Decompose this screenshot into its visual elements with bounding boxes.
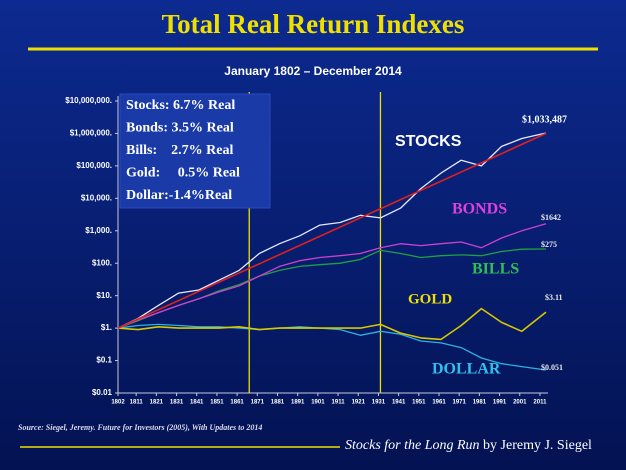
x-tick-label: 1861	[230, 400, 244, 406]
series-label: GOLD	[408, 291, 452, 307]
y-tick-label: $0.01	[92, 388, 113, 397]
x-tick-label: 1881	[271, 400, 285, 406]
x-tick-label: 1971	[453, 400, 467, 406]
annotation-box	[119, 93, 271, 209]
x-tick-label: 1901	[311, 400, 325, 406]
x-tick-label: 1931	[372, 400, 386, 406]
y-tick-label: $10,000,000.	[65, 96, 112, 105]
series-label: STOCKS	[395, 133, 462, 150]
footer-title: Stocks for the Long Run	[345, 438, 480, 453]
series-label: DOLLAR	[432, 361, 501, 378]
annotation-line: Gold: 0.5% Real	[126, 166, 240, 181]
x-tick-label: 1871	[251, 400, 265, 406]
x-tick-label: 1831	[170, 400, 184, 406]
annotation-line: Bonds: 3.5% Real	[126, 121, 234, 136]
x-tick-label: 1891	[291, 400, 305, 406]
annotation-line: Dollar:-1.4%Real	[126, 188, 232, 203]
y-tick-label: $10,000.	[81, 193, 112, 202]
annotation-line: Bills: 2.7% Real	[126, 143, 233, 158]
x-tick-label: 1981	[473, 400, 487, 406]
plot-area: $10,000,000. $1,000,000. $100,000. $10,000.…	[65, 92, 567, 406]
series-line	[117, 307, 547, 341]
x-tick-label: 2011	[533, 400, 547, 406]
y-tick-label: $1.	[101, 323, 112, 332]
x-tick-label: 1802	[111, 400, 125, 406]
y-tick-label: $1,000.	[85, 226, 112, 235]
x-tick-label: 1811	[130, 400, 144, 406]
footer-author: by Jeremy J. Siegel	[480, 438, 592, 453]
y-tick-label: $100,000.	[76, 161, 112, 170]
trend-line	[117, 132, 547, 329]
x-tick-label: 1911	[332, 400, 346, 406]
x-tick-label: 1991	[493, 400, 507, 406]
x-tick-label: 1921	[352, 400, 366, 406]
source-note: Source: Siegel, Jeremy. Future for Inves…	[18, 423, 262, 432]
x-tick-label: 1841	[190, 400, 204, 406]
end-value-label: $3.11	[545, 293, 563, 302]
x-tick-label: 1961	[432, 400, 446, 406]
x-tick-label: 2001	[513, 400, 527, 406]
x-tick-label: 1941	[392, 400, 406, 406]
x-tick-label: 1851	[210, 400, 224, 406]
x-tick-label: 1821	[150, 400, 164, 406]
y-tick-label: $0.1	[96, 356, 112, 365]
footer: Stocks for the Long Run by Jeremy J. Sie…	[345, 438, 592, 453]
y-tick-label: $10.	[96, 291, 112, 300]
series-label: BONDS	[452, 201, 507, 218]
annotation-line: Stocks: 6.7% Real	[126, 98, 235, 113]
end-value-label: $275	[541, 240, 557, 249]
y-tick-label: $100.	[92, 258, 112, 267]
y-tick-label: $1,000,000.	[70, 129, 112, 138]
end-value-label: $0.051	[541, 363, 563, 372]
subtitle: January 1802 – December 2014	[224, 64, 402, 78]
series-line	[117, 223, 547, 329]
chart-title: Total Real Return Indexes	[162, 9, 465, 39]
x-tick-label: 1951	[412, 400, 426, 406]
end-value-label: $1642	[541, 213, 561, 222]
end-value-label: $1,033,487	[522, 114, 567, 125]
series-line	[117, 132, 547, 329]
series-label: BILLS	[472, 261, 519, 278]
